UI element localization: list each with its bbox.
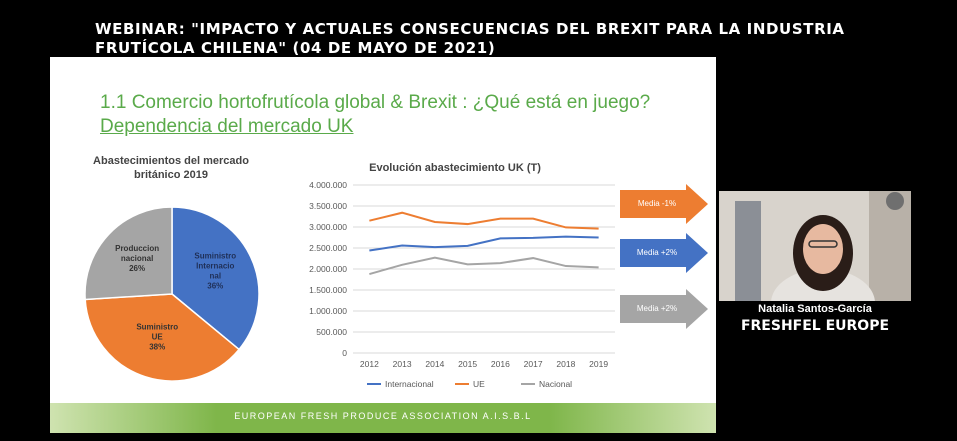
x-tick-label: 2016 — [491, 359, 510, 369]
presentation-slide: 1.1 Comercio hortofrutícola global & Bre… — [50, 57, 716, 433]
y-tick-label: 2.000.000 — [309, 264, 347, 274]
footer-bar — [50, 403, 716, 433]
series-line-ue — [369, 211, 599, 230]
series-line-internacional — [369, 235, 599, 252]
pie-chart: Suministro Internacio nal 36% Suministro UE 38… — [84, 206, 260, 382]
pie-slice-label-1: Suministro UE 38% — [136, 323, 178, 352]
line-chart-title: Evolución abastecimiento UK (T) — [369, 162, 541, 174]
y-tick-label: 3.000.000 — [309, 222, 347, 232]
line-chart: 0 500.000 1.000.000 1.500.000 2.000.000 2.500… — [309, 180, 615, 389]
speaker-video — [719, 191, 911, 301]
banner-line-2: FRUTÍCOLA CHILENA" (04 DE MAYO DE 2021) — [95, 39, 496, 57]
slide-heading: 1.1 Comercio hortofrutícola global & Bre… — [100, 92, 651, 113]
slide-title: 1.1 Comercio hortofrutícola global & Bre… — [100, 91, 700, 139]
y-tick-label: 4.000.000 — [309, 180, 347, 190]
banner-line-1: WEBINAR: "IMPACTO Y ACTUALES CONSECUENCI… — [95, 20, 845, 38]
y-tick-label: 0 — [342, 348, 347, 358]
legend-label-ue: UE — [473, 379, 485, 389]
x-tick-label: 2017 — [524, 359, 543, 369]
x-tick-label: 2012 — [360, 359, 379, 369]
legend-label-internacional: Internacional — [385, 379, 434, 389]
footer-text: EUROPEAN FRESH PRODUCE ASSOCIATION A.I.S… — [234, 411, 532, 421]
y-tick-label: 3.500.000 — [309, 201, 347, 211]
x-tick-label: 2013 — [393, 359, 412, 369]
pie-slice-2 — [84, 206, 173, 301]
speaker-name: Natalia Santos-García — [758, 303, 872, 315]
pie-slice-label-0: Suministro Internacio nal 36% — [194, 252, 236, 291]
y-tick-label: 500.000 — [316, 327, 347, 337]
x-tick-label: 2018 — [556, 359, 575, 369]
pie-slice-0 — [171, 206, 260, 351]
arrow-label-nacional: Media +2% — [636, 304, 678, 313]
series-line-nacional — [369, 256, 599, 276]
y-tick-label: 1.000.000 — [309, 306, 347, 316]
speaker-organization: FRESHFEL EUROPE — [740, 318, 890, 334]
pie-chart-title: Abastecimientos del mercado británico 20… — [86, 154, 256, 182]
slide-subheading: Dependencia del mercado UK — [100, 116, 354, 137]
arrow-shape-nacional — [620, 289, 708, 329]
pie-slice-label-2: Produccion nacional 26% — [115, 244, 159, 273]
pie-title-line-1: Abastecimientos del mercado — [93, 155, 249, 167]
arrow-media-nacional: Media +2% — [620, 289, 710, 329]
x-tick-label: 2019 — [589, 359, 608, 369]
arrow-media-ue: Media -1% — [620, 184, 710, 224]
arrow-label-ue: Media -1% — [637, 199, 677, 208]
arrow-label-internacional: Media +2% — [636, 248, 678, 257]
arrow-shape-internacional — [620, 233, 708, 273]
arrow-shape-ue — [620, 184, 708, 224]
y-tick-label: 2.500.000 — [309, 243, 347, 253]
pie-slice-1 — [84, 293, 241, 382]
x-tick-label: 2015 — [458, 359, 477, 369]
webinar-banner: WEBINAR: "IMPACTO Y ACTUALES CONSECUENCI… — [95, 20, 855, 58]
speaker-video-frame — [719, 191, 911, 301]
pie-title-line-2: británico 2019 — [134, 169, 208, 181]
arrow-media-internacional: Media +2% — [620, 233, 710, 273]
x-tick-label: 2014 — [425, 359, 444, 369]
legend-label-nacional: Nacional — [539, 379, 572, 389]
y-tick-label: 1.500.000 — [309, 285, 347, 295]
